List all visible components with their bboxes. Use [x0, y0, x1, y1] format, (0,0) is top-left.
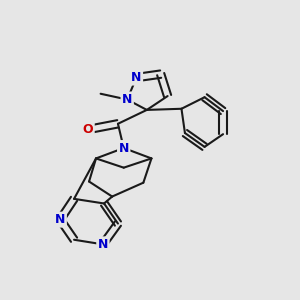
- Text: O: O: [82, 123, 93, 136]
- Text: N: N: [118, 142, 129, 154]
- Text: N: N: [55, 213, 65, 226]
- Text: N: N: [98, 238, 108, 251]
- Text: N: N: [122, 93, 132, 106]
- Text: N: N: [131, 71, 142, 84]
